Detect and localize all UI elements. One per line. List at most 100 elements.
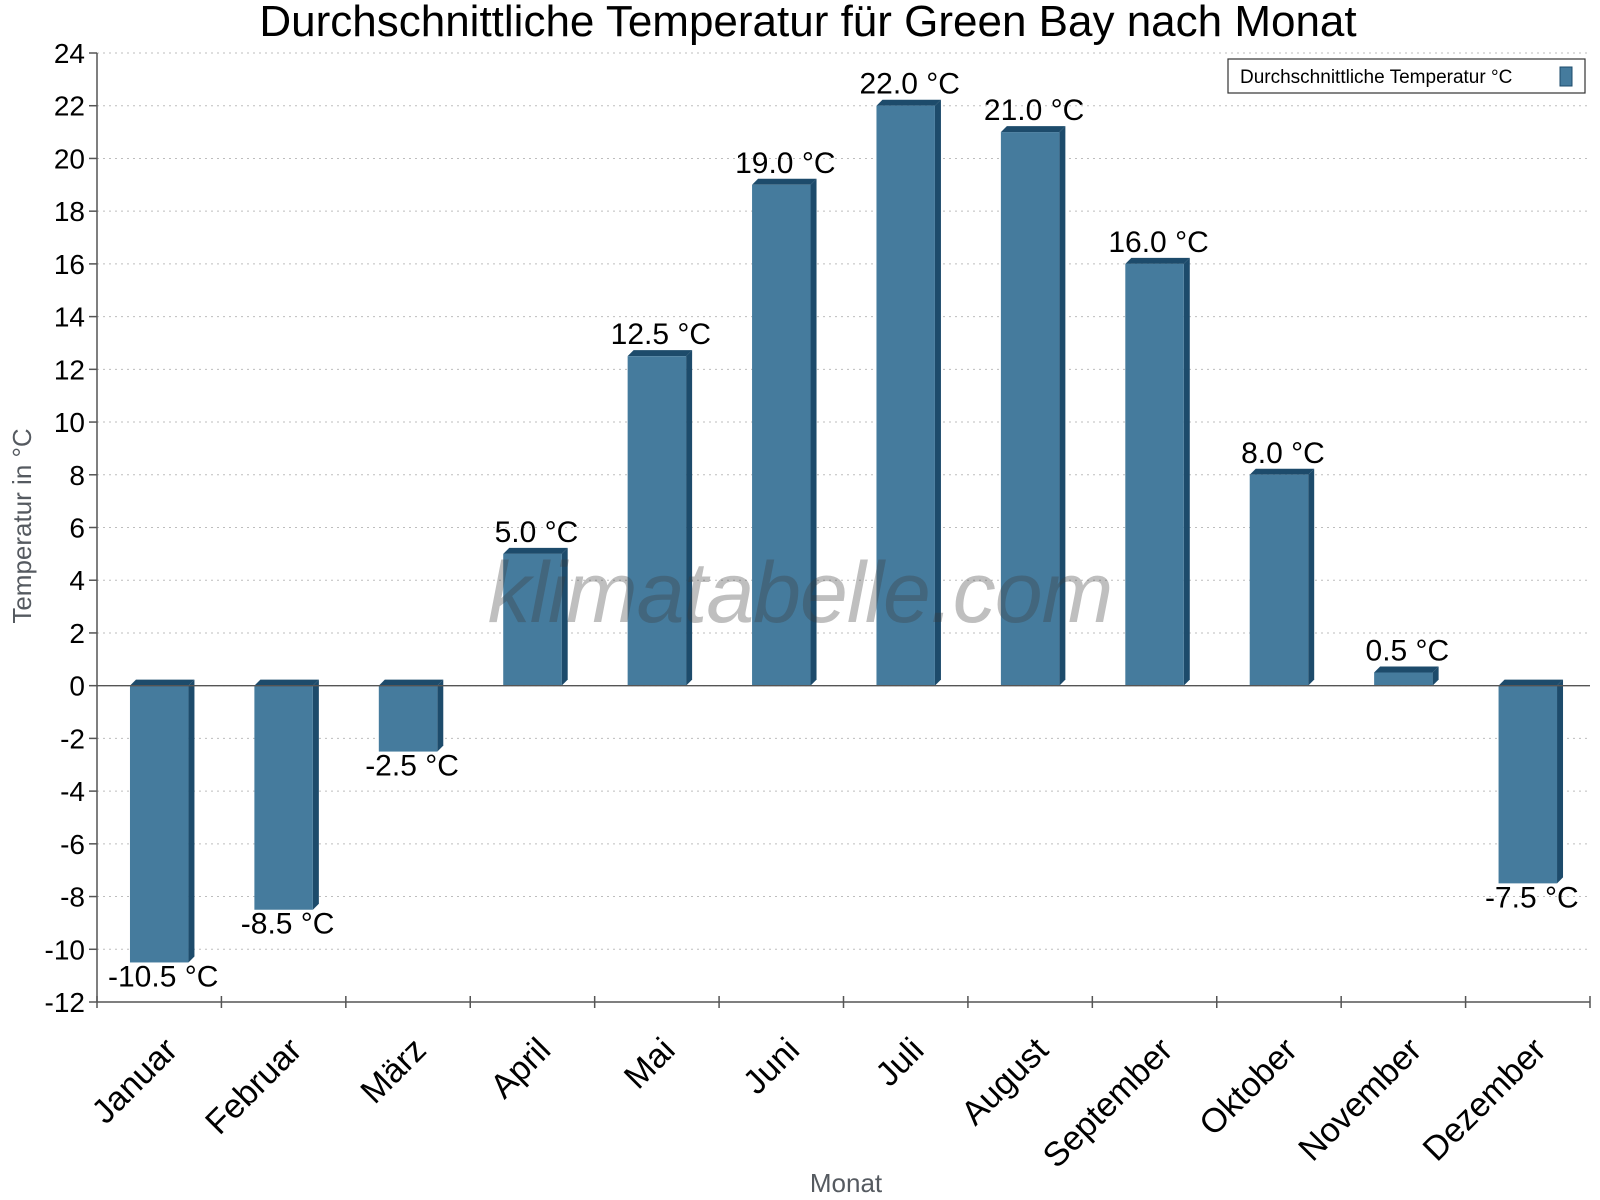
- bar-side: [1183, 257, 1190, 686]
- y-tick-label: 12: [54, 354, 85, 385]
- y-tick-label: 6: [69, 513, 85, 544]
- x-tick-label: Februar: [198, 1031, 309, 1142]
- data-label: 16.0 °C: [1108, 226, 1208, 259]
- bar: [1249, 468, 1315, 686]
- legend-swatch: [1559, 66, 1573, 87]
- bar-side: [561, 547, 568, 686]
- legend-box: [1227, 58, 1586, 94]
- data-label: 21.0 °C: [984, 94, 1084, 127]
- y-tick-label: -2: [60, 723, 85, 754]
- bar-front: [876, 105, 935, 686]
- bar-top: [627, 350, 693, 357]
- bar-top: [1125, 257, 1190, 264]
- bar-top: [876, 99, 941, 106]
- x-tick-label: Dezember: [1416, 1031, 1554, 1169]
- y-tick-label: 0: [69, 671, 85, 702]
- bar-top: [378, 679, 444, 686]
- bar-front: [1125, 263, 1184, 686]
- bar-front: [254, 685, 313, 910]
- grid-lines: [97, 52, 1590, 950]
- bar-front: [129, 685, 189, 963]
- bar: [752, 178, 817, 686]
- bar: [876, 99, 941, 686]
- bar: [378, 679, 444, 752]
- bar-front: [627, 356, 687, 686]
- bar-front: [378, 685, 438, 752]
- x-tick-label: Mai: [617, 1031, 683, 1097]
- chart-title: Durchschnittliche Temperatur für Green B…: [259, 0, 1356, 46]
- x-tick-label: Januar: [84, 1031, 184, 1131]
- data-label: 22.0 °C: [860, 68, 960, 101]
- x-tick-label: August: [954, 1030, 1056, 1132]
- x-tick-label: November: [1291, 1031, 1429, 1169]
- x-tick-label: Juli: [868, 1031, 931, 1094]
- bar-front: [1374, 672, 1433, 686]
- data-label: -7.5 °C: [1485, 881, 1579, 914]
- bar-side: [1059, 126, 1066, 686]
- y-axis-label: Temperatur in °C: [7, 428, 37, 623]
- y-tick-label: -10: [45, 934, 85, 965]
- x-tick-label: Juni: [736, 1031, 807, 1102]
- data-label: 8.0 °C: [1241, 437, 1325, 470]
- bar-side: [934, 99, 941, 686]
- y-tick-label: -12: [45, 987, 85, 1018]
- bar-side: [810, 178, 817, 686]
- data-label: 5.0 °C: [495, 516, 579, 549]
- bar: [254, 679, 319, 910]
- y-tick-label: 4: [69, 565, 85, 596]
- y-tick-label: -8: [60, 882, 85, 913]
- bar: [129, 679, 195, 963]
- axes: [89, 52, 1591, 1008]
- bar-front: [1249, 474, 1309, 686]
- watermark: klimatabelle.com: [488, 545, 1112, 641]
- x-tick-label: Oktober: [1192, 1031, 1304, 1143]
- bar: [1374, 666, 1439, 686]
- y-tick-label: -4: [60, 776, 85, 807]
- x-tick-label: September: [1036, 1031, 1180, 1175]
- x-tick-label: April: [483, 1031, 558, 1106]
- bar-side: [1557, 679, 1564, 884]
- bar: [627, 350, 693, 686]
- legend: Durchschnittliche Temperatur °C: [1227, 58, 1586, 94]
- data-label: 0.5 °C: [1366, 634, 1450, 667]
- bar: [503, 547, 568, 686]
- bars: [129, 99, 1564, 963]
- x-tick-label: März: [353, 1031, 433, 1111]
- data-label: -10.5 °C: [108, 960, 218, 993]
- bar-top: [1374, 666, 1439, 673]
- data-label: -8.5 °C: [241, 908, 335, 941]
- y-tick-label: 2: [69, 618, 85, 649]
- y-tick-label: 8: [69, 460, 85, 491]
- bar-top: [752, 178, 817, 185]
- bar: [1000, 126, 1066, 686]
- bar-front: [503, 553, 562, 686]
- y-tick-label: 22: [54, 91, 85, 122]
- data-labels: -10.5 °C -8.5 °C -2.5 °C 5.0 °C 12.5 °C 19.0 …: [108, 68, 1579, 994]
- bar-side: [1308, 468, 1315, 686]
- bar-side: [312, 679, 319, 910]
- y-tick-label: -6: [60, 829, 85, 860]
- bar-side: [1432, 666, 1439, 686]
- bar-top: [1000, 126, 1066, 133]
- data-label: 12.5 °C: [611, 318, 711, 351]
- bar-top: [129, 679, 195, 686]
- y-tick-label: 14: [54, 302, 85, 333]
- bar-top: [254, 679, 319, 686]
- bar: [1498, 679, 1564, 884]
- bar-side: [686, 350, 693, 686]
- bar: [1125, 257, 1190, 686]
- data-label: -2.5 °C: [365, 750, 459, 783]
- bar-top: [1498, 679, 1564, 686]
- y-tick-label: 16: [54, 249, 85, 280]
- legend-entry-label: Durchschnittliche Temperatur °C: [1240, 67, 1512, 88]
- bar-front: [752, 184, 811, 686]
- bar-side: [437, 679, 444, 752]
- bar-top: [1249, 468, 1315, 475]
- bar-side: [188, 679, 195, 963]
- y-tick-label: 10: [54, 407, 85, 438]
- bar-front: [1498, 685, 1558, 884]
- x-axis-label: Monat: [810, 1168, 883, 1198]
- y-tick-label: 18: [54, 196, 85, 227]
- data-label: 19.0 °C: [735, 147, 835, 180]
